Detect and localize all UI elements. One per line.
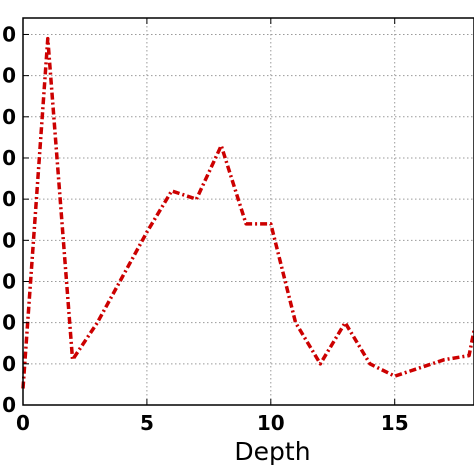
- x-tick-label: 10: [257, 411, 285, 435]
- x-tick-label: 15: [381, 411, 409, 435]
- y-tick-label: 0: [2, 187, 16, 211]
- grid-lines: [22, 18, 474, 406]
- x-tick-label: 5: [140, 411, 154, 435]
- y-axis-ticks: 0 0 0 0 0 0 0 0 0 0: [2, 22, 29, 417]
- plot-area-frame: [22, 17, 474, 406]
- y-tick-label: 0: [2, 105, 16, 129]
- y-tick-label: 0: [2, 269, 16, 293]
- series-layer: [21, 36, 474, 389]
- y-tick-label: 0: [2, 393, 16, 417]
- y-tick-label: 0: [2, 311, 16, 335]
- y-tick-label: 0: [2, 352, 16, 376]
- x-axis-ticks: 0 5 10 15: [16, 18, 409, 435]
- x-axis-label: Depth: [234, 437, 310, 466]
- y-tick-label: 0: [2, 228, 16, 252]
- y-tick-label: 0: [2, 64, 16, 88]
- x-tick-label: 0: [16, 411, 30, 435]
- y-tick-label: 0: [2, 146, 16, 170]
- y-tick-label: 0: [2, 22, 16, 46]
- series-line: [21, 36, 474, 389]
